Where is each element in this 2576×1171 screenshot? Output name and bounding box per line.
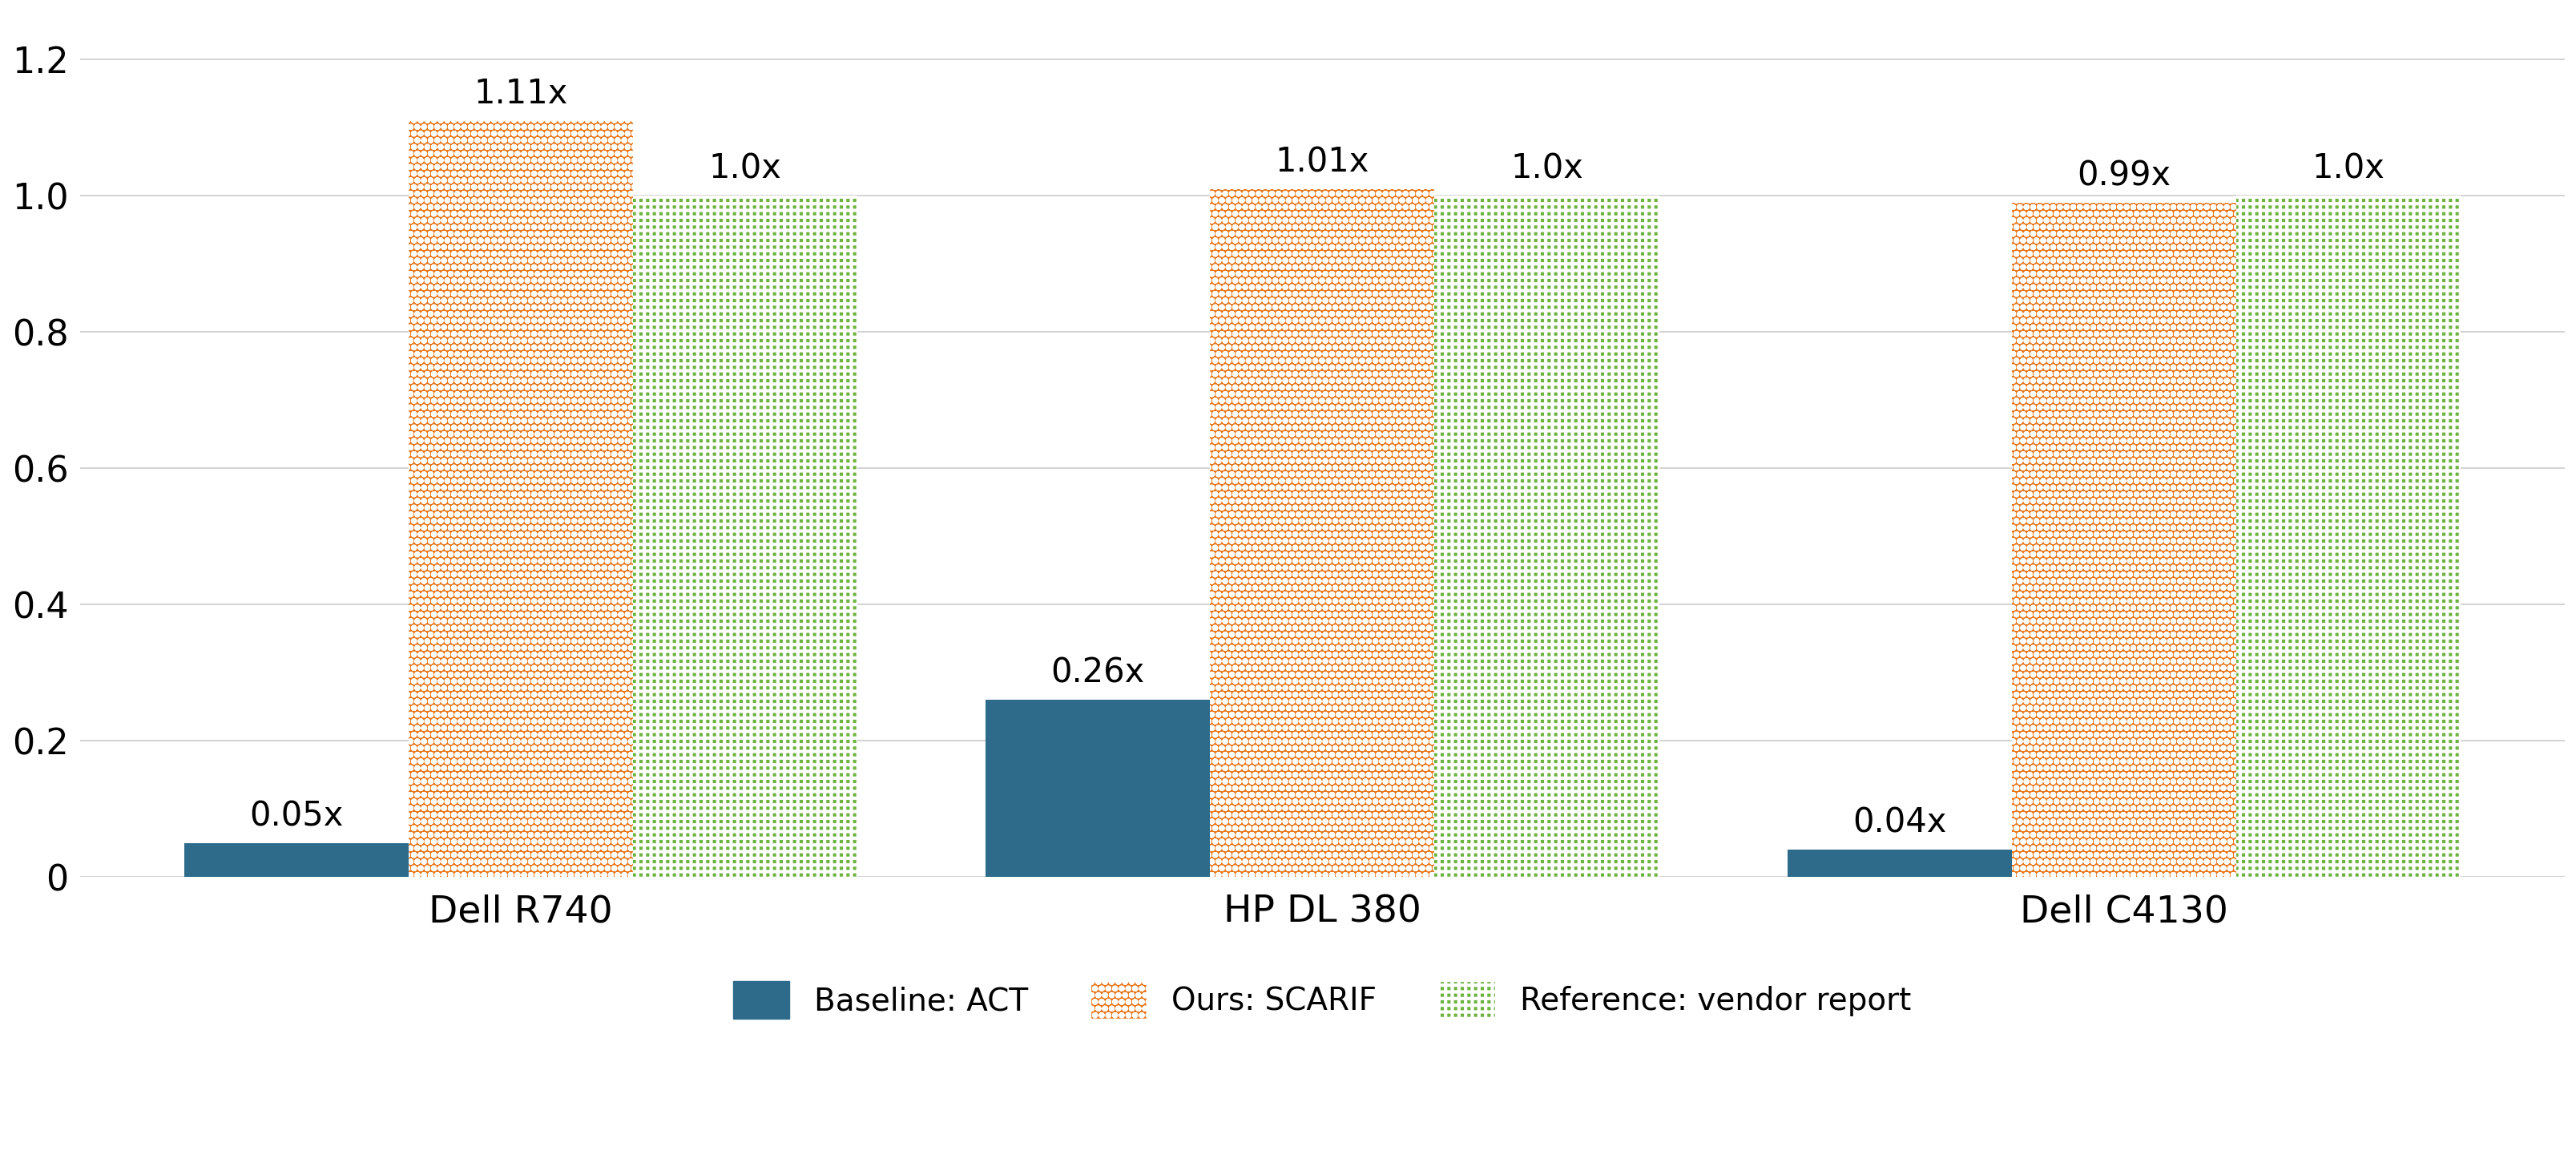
Text: 0.05x: 0.05x: [250, 799, 343, 833]
Bar: [1211, 190, 1435, 877]
Legend: Baseline: ACT, Ours: SCARIF, Reference: vendor report: Baseline: ACT, Ours: SCARIF, Reference: …: [719, 965, 1927, 1034]
Text: 0.99x: 0.99x: [2076, 159, 2169, 192]
Bar: [1788, 850, 2012, 877]
Text: 1.0x: 1.0x: [2311, 152, 2383, 186]
Text: 0.26x: 0.26x: [1051, 656, 1144, 690]
Text: 1.01x: 1.01x: [1275, 145, 1368, 179]
Bar: [634, 196, 858, 877]
Text: 0.04x: 0.04x: [1852, 806, 1945, 840]
Bar: [1435, 196, 1659, 877]
Text: 1.0x: 1.0x: [1510, 152, 1582, 186]
Bar: [410, 121, 634, 877]
Text: 1.0x: 1.0x: [708, 152, 781, 186]
Bar: [183, 843, 410, 877]
Bar: [987, 700, 1211, 877]
Bar: [2012, 203, 2236, 877]
Bar: [2236, 196, 2460, 877]
Text: 1.11x: 1.11x: [474, 77, 567, 111]
